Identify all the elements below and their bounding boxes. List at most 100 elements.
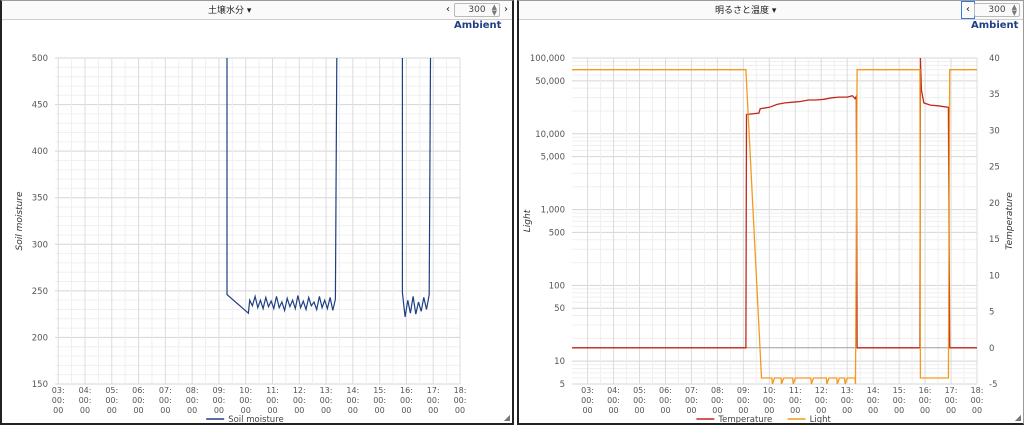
x-tick-label: 00 [816, 406, 826, 415]
x-tick-label: 00: [454, 396, 467, 405]
x-tick-label: 00: [239, 396, 252, 405]
y-tick-label: 150 [32, 380, 48, 390]
x-tick-label: 00: [266, 396, 279, 405]
interval-input[interactable]: 300 ▲ ▼ [974, 3, 1020, 17]
y-left-tick-label: 1,000 [541, 206, 565, 216]
interval-input[interactable]: 300 ▲ ▼ [454, 3, 500, 17]
y-left-tick-label: 100 [549, 281, 565, 291]
x-tick-label: 00 [160, 406, 170, 415]
x-tick-label: 00 [634, 406, 644, 415]
spinner-icon[interactable]: ▲ ▼ [1011, 3, 1017, 17]
y-right-tick-label: 0 [989, 344, 994, 354]
x-tick-label: 00: [815, 396, 828, 405]
y-right-tick-label: 30 [989, 126, 1000, 136]
y-right-tick-label: -5 [989, 380, 997, 390]
x-tick-label: 00: [763, 396, 776, 405]
x-tick-label: 00: [685, 396, 698, 405]
x-tick-label: 14: [346, 386, 359, 395]
x-tick-label: 00: [373, 396, 386, 405]
x-tick-label: 05: [633, 386, 646, 395]
y-tick-label: 300 [32, 240, 48, 250]
x-tick-label: 13: [320, 386, 333, 395]
x-tick-label: 00: [186, 396, 199, 405]
y-right-tick-label: 40 [989, 54, 1000, 64]
y-tick-label: 250 [32, 287, 48, 297]
x-tick-label: 00 [133, 406, 143, 415]
y-right-tick-label: 25 [989, 163, 1000, 173]
x-tick-label: 00 [894, 406, 904, 415]
x-tick-label: 00 [868, 406, 878, 415]
x-tick-label: 00: [711, 396, 724, 405]
chart-title-dropdown[interactable]: 明るさと温度 ▾ [715, 6, 777, 16]
y-left-tick-label: 50,000 [535, 77, 565, 87]
ambient-brand-link[interactable]: Ambient [971, 20, 1019, 31]
x-tick-label: 00 [455, 406, 465, 415]
x-tick-label: 16: [400, 386, 413, 395]
x-tick-label: 17: [945, 386, 958, 395]
x-tick-label: 00 [294, 406, 304, 415]
temperature-series-line [572, 57, 977, 349]
x-tick-label: 00 [686, 406, 696, 415]
prev-button[interactable]: ‹ [446, 4, 450, 15]
x-tick-label: 18: [454, 386, 467, 395]
resize-handle-icon[interactable]: ◢ [1014, 413, 1021, 422]
x-tick-label: 00 [80, 406, 90, 415]
next-button[interactable]: › [504, 4, 508, 15]
soil-moisture-chart: 03:00:0004:00:0005:00:0006:00:0007:00:00… [15, 54, 467, 424]
interval-control: ‹ 300 ▲▼ › [961, 1, 1024, 19]
x-tick-label: 04: [79, 386, 92, 395]
x-tick-label: 00: [132, 396, 145, 405]
y-right-tick-label: 15 [989, 235, 1000, 245]
x-tick-label: 00: [212, 396, 225, 405]
x-tick-label: 00 [608, 406, 618, 415]
chart-title-dropdown[interactable]: 土壌水分 ▾ [208, 6, 252, 16]
resize-handle-icon[interactable]: ◢ [503, 413, 510, 422]
x-tick-label: 18: [971, 386, 984, 395]
x-tick-label: 00 [972, 406, 982, 415]
light-temperature-panel: 明るさと温度 ▾ ‹ 300 ▲▼ › Ambient 03:00:0004:0… [517, 0, 1024, 425]
x-tick-label: 10: [763, 386, 776, 395]
x-tick-label: 00: [867, 396, 880, 405]
y-axis-title: Soil moisture [15, 191, 25, 250]
x-tick-label: 00 [946, 406, 956, 415]
x-tick-label: 15: [893, 386, 906, 395]
x-tick-label: 09: [212, 386, 225, 395]
x-tick-label: 00: [737, 396, 750, 405]
x-tick-label: 00 [241, 406, 251, 415]
x-tick-label: 13: [841, 386, 854, 395]
x-tick-label: 06: [132, 386, 145, 395]
y-left-tick-label: 10 [554, 357, 565, 367]
x-tick-label: 07: [685, 386, 698, 395]
spinner-icon[interactable]: ▲ ▼ [491, 3, 497, 17]
y-right-tick-label: 10 [989, 271, 1000, 281]
x-tick-label: 05: [105, 386, 118, 395]
x-tick-label: 03: [581, 386, 594, 395]
x-tick-label: 00: [945, 396, 958, 405]
x-tick-label: 00 [214, 406, 224, 415]
x-tick-label: 00 [401, 406, 411, 415]
x-tick-label: 00 [53, 406, 63, 415]
x-tick-label: 00 [712, 406, 722, 415]
x-tick-label: 00: [52, 396, 65, 405]
x-tick-label: 00: [607, 396, 620, 405]
x-tick-label: 00 [428, 406, 438, 415]
x-tick-label: 00: [320, 396, 333, 405]
x-tick-label: 00 [582, 406, 592, 415]
x-tick-label: 00 [790, 406, 800, 415]
y-left-tick-label: 100,000 [530, 54, 565, 64]
x-tick-label: 07: [159, 386, 172, 395]
x-tick-label: 00: [971, 396, 984, 405]
x-tick-label: 00: [581, 396, 594, 405]
x-tick-label: 00: [789, 396, 802, 405]
y-left-tick-label: 50 [554, 304, 565, 314]
y-tick-label: 400 [32, 147, 48, 157]
x-tick-label: 00 [187, 406, 197, 415]
x-tick-label: 11: [266, 386, 279, 395]
x-tick-label: 00 [764, 406, 774, 415]
light-temperature-chart: 03:00:0004:00:0005:00:0006:00:0007:00:00… [523, 54, 1015, 424]
ambient-brand-link[interactable]: Ambient [454, 20, 502, 31]
x-tick-label: 11: [789, 386, 802, 395]
prev-button[interactable]: ‹ [961, 1, 975, 19]
y-right-tick-label: 20 [989, 199, 1000, 209]
x-tick-label: 00: [159, 396, 172, 405]
